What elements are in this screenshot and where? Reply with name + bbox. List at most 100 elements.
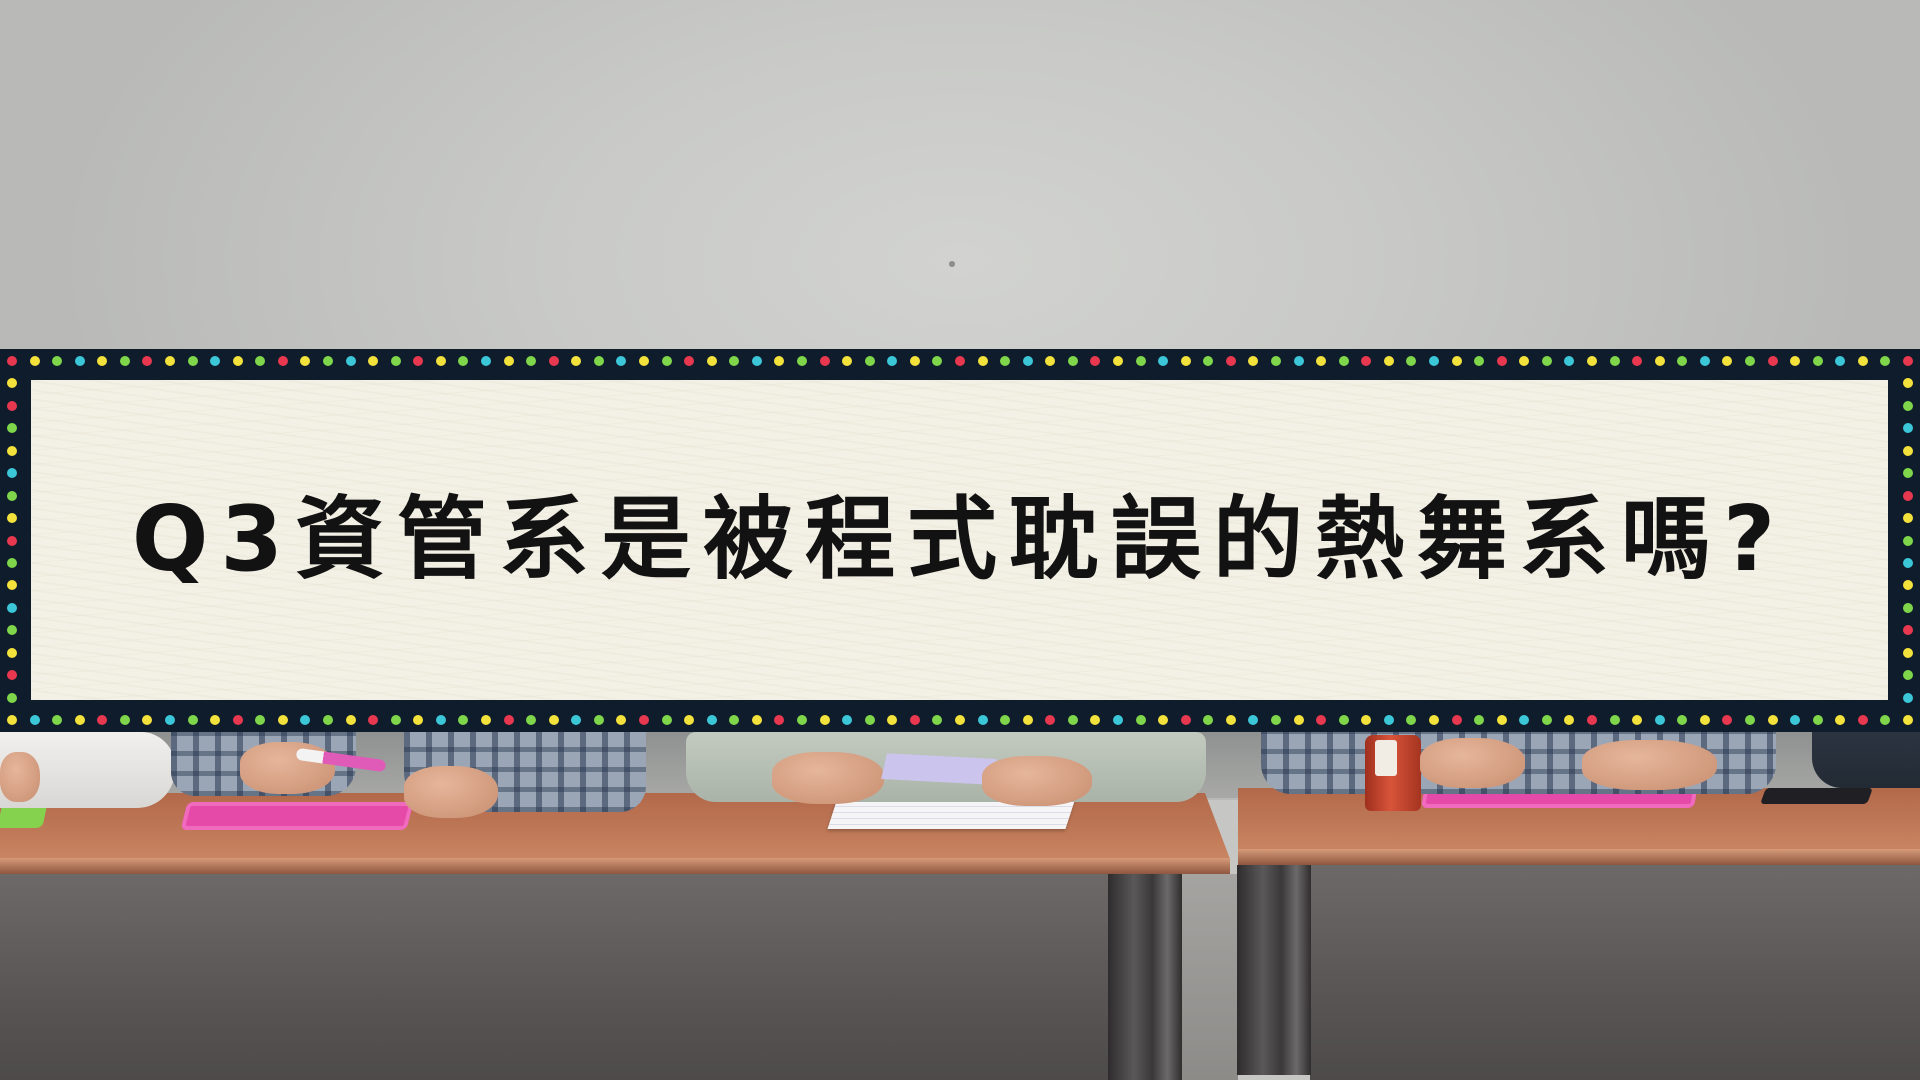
border-dot [977,356,988,366]
border-dot [503,715,514,725]
border-dot [1857,356,1868,366]
border-dot [774,356,785,366]
border-dot [1090,715,1101,725]
border-dot [1903,715,1913,725]
border-dot [639,356,649,366]
border-dot [210,356,221,366]
border-dot [1248,715,1259,725]
border-dot [7,423,17,434]
border-dot [1316,356,1327,366]
border-dot [1000,356,1011,366]
border-dot [1474,715,1485,725]
border-dot [1135,356,1146,366]
border-dot [864,356,875,366]
border-dot [1248,356,1259,366]
border-dot [729,356,740,366]
border-dot [661,715,672,725]
border-dot [1677,715,1688,725]
hand [1582,740,1717,790]
border-dot [390,715,401,725]
border-dot [1180,715,1191,725]
border-dot [1316,715,1327,725]
border-dot [232,356,243,366]
hand [404,766,498,818]
border-dot [1429,356,1439,366]
border-dot [1519,715,1530,725]
hand [0,752,40,802]
border-dot [1654,356,1665,366]
border-dot [1835,356,1846,366]
border-dot [7,715,17,725]
border-dot [435,356,446,366]
tabletop-edge-left [0,858,1230,874]
border-dot [255,356,266,366]
border-dot [368,715,379,725]
border-dot [1835,715,1846,725]
border-dot [29,715,40,725]
border-dot [1903,378,1913,389]
border-dot [1609,715,1620,725]
border-dot [1067,715,1078,725]
border-dot [797,356,807,366]
border-dot [1293,356,1304,366]
border-dot [1383,356,1394,366]
border-dot [1903,625,1913,636]
border-dot [819,715,830,725]
border-dot [52,715,63,725]
border-dot [1745,356,1755,366]
border-dot [593,715,604,725]
border-dot [1903,670,1913,681]
border-dot [1045,715,1056,725]
border-dot [1903,580,1913,591]
border-dot [1225,715,1236,725]
border-dot [74,715,85,725]
border-dot [1767,356,1778,366]
border-dot [1587,715,1597,725]
border-dot [1361,356,1372,366]
border-dot [1203,356,1214,366]
border-dot [1903,400,1913,411]
border-dot [684,715,695,725]
border-dot [7,400,17,411]
border-dot [7,692,17,703]
dark-clothing-arm [1812,732,1920,788]
border-dot [1677,356,1688,366]
border-dot [481,715,491,725]
border-dot [1587,356,1597,366]
tabletop-edge-right [1238,849,1920,865]
border-dot [1203,715,1214,725]
border-dot [458,356,469,366]
border-dot [1451,715,1462,725]
caption-text: Q3資管系是被程式耽誤的熱舞系嗎? [131,487,1788,592]
border-dot [774,715,785,725]
border-dot [7,445,17,456]
border-dot [1722,715,1733,725]
border-dot [1903,557,1913,568]
border-dot [1383,715,1394,725]
border-dot [7,625,17,636]
border-dot [7,490,17,501]
border-dot [300,715,311,725]
border-dot [1496,356,1507,366]
hand [982,756,1092,806]
border-dot [7,513,17,524]
border-dot [1903,692,1913,703]
border-dot [1767,715,1778,725]
border-dot [1699,356,1710,366]
border-dot [1225,356,1236,366]
border-dot [639,715,649,725]
border-dot [1406,356,1417,366]
border-dot [909,715,920,725]
border-dot [548,715,559,725]
border-dot [232,715,243,725]
border-dot [1857,715,1868,725]
border-dot [1090,356,1101,366]
border-dot [1429,715,1439,725]
border-dot [1474,356,1485,366]
border-dot [323,356,333,366]
border-dot [1880,356,1891,366]
border-dot [1158,356,1169,366]
border-dot [435,715,446,725]
border-dot [7,468,17,479]
wall-spot [949,261,955,267]
